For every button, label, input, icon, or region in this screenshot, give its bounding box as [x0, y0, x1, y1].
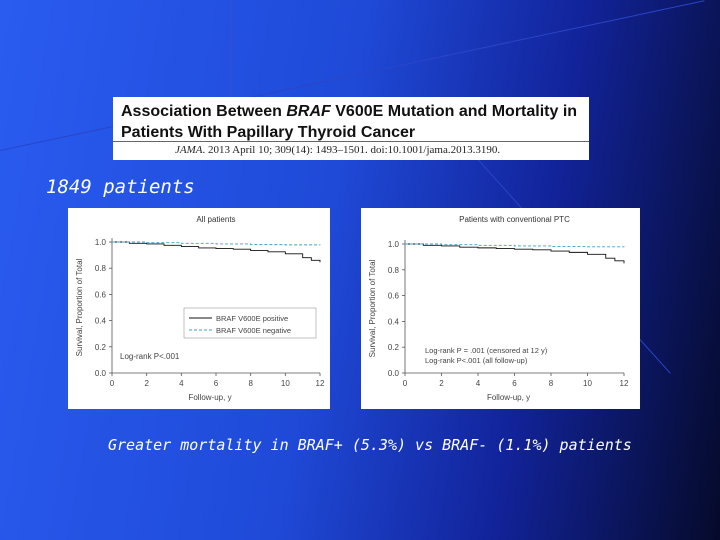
y-tick-label: 1.0	[95, 238, 107, 247]
x-tick-label: 10	[583, 379, 592, 388]
header-divider	[113, 141, 589, 142]
y-tick-label: 1.0	[388, 240, 400, 249]
chart-annotation: Log-rank P<.001 (all follow-up)	[425, 356, 528, 365]
legend-box	[183, 307, 317, 339]
x-tick-label: 10	[281, 379, 290, 388]
title-line-2: Patients With Papillary Thyroid Cancer	[121, 124, 416, 141]
title-gene: BRAF	[286, 103, 331, 120]
y-axis-label: Survival, Proportion of Total	[368, 259, 377, 357]
y-tick-label: 0.4	[95, 317, 107, 326]
decorative-line	[230, 0, 232, 100]
y-tick-label: 0.6	[388, 292, 400, 301]
x-tick-label: 6	[512, 379, 517, 388]
y-tick-label: 0.2	[95, 343, 107, 352]
y-tick-label: 0.0	[95, 369, 107, 378]
citation-details: . 2013 April 10; 309(14): 1493–1501. doi…	[202, 144, 501, 156]
x-tick-label: 2	[439, 379, 444, 388]
article-header: Association Between BRAF V600E Mutation …	[113, 97, 589, 160]
title-part: Association Between	[121, 103, 287, 120]
x-axis-label: Follow-up, y	[188, 393, 231, 402]
x-tick-label: 4	[179, 379, 184, 388]
title-part: V600E Mutation and Mortality in	[330, 103, 578, 120]
chart-title: Patients with conventional PTC	[459, 215, 570, 224]
survival-chart-all-patients: All patients 0.0 0.2 0.4 0.6 0.8 1.0 0 2 4 6 8 10 12 F…	[75, 215, 325, 402]
article-citation: JAMA. 2013 April 10; 309(14): 1493–1501.…	[175, 144, 500, 156]
series-line-positive	[112, 241, 321, 263]
x-tick-label: 0	[110, 379, 115, 388]
y-tick-label: 0.8	[388, 266, 400, 275]
legend-label: BRAF V600E negative	[216, 326, 291, 335]
summary-caption: Greater mortality in BRAF+ (5.3%) vs BRA…	[108, 436, 632, 454]
series-line-negative	[405, 243, 625, 248]
x-tick-label: 12	[620, 379, 629, 388]
x-tick-label: 12	[316, 379, 325, 388]
x-tick-label: 8	[248, 379, 253, 388]
x-tick-label: 2	[144, 379, 149, 388]
patient-count: 1849 patients	[46, 176, 195, 198]
chart-annotation: Log-rank P = .001 (censored at 12 y)	[425, 346, 548, 355]
legend-label: BRAF V600E positive	[216, 314, 288, 323]
citation-journal: JAMA	[175, 144, 203, 156]
y-tick-label: 0.8	[95, 264, 107, 273]
x-tick-label: 0	[403, 379, 408, 388]
series-line-negative	[112, 241, 321, 246]
survival-chart-conventional-ptc: Patients with conventional PTC 0.0 0.2 0.4 0…	[368, 215, 629, 402]
series-line-positive	[405, 243, 625, 264]
chart-panel-all-patients: All patients 0.0 0.2 0.4 0.6 0.8 1.0 0 2 4 6 8 10 12 F…	[68, 208, 330, 409]
x-tick-label: 6	[214, 379, 219, 388]
x-tick-label: 4	[476, 379, 481, 388]
article-title: Association Between BRAF V600E Mutation …	[121, 101, 583, 143]
y-axis-label: Survival, Proportion of Total	[75, 258, 84, 356]
x-axis-label: Follow-up, y	[487, 393, 530, 402]
chart-annotation: Log-rank P<.001	[120, 352, 180, 361]
x-tick-label: 8	[549, 379, 554, 388]
chart-title: All patients	[196, 215, 235, 224]
y-tick-label: 0.2	[388, 343, 400, 352]
y-tick-label: 0.6	[95, 290, 107, 299]
y-tick-label: 0.0	[388, 369, 400, 378]
chart-panel-conventional-ptc: Patients with conventional PTC 0.0 0.2 0.4 0…	[361, 208, 640, 409]
y-tick-label: 0.4	[388, 317, 400, 326]
